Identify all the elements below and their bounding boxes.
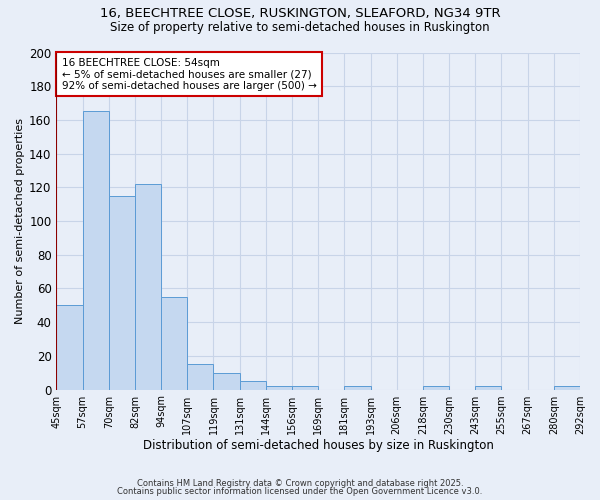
- Y-axis label: Number of semi-detached properties: Number of semi-detached properties: [15, 118, 25, 324]
- Bar: [214, 372, 239, 390]
- Text: Contains HM Land Registry data © Crown copyright and database right 2025.: Contains HM Land Registry data © Crown c…: [137, 478, 463, 488]
- Bar: [56, 306, 83, 390]
- Bar: [83, 112, 109, 390]
- Text: 16, BEECHTREE CLOSE, RUSKINGTON, SLEAFORD, NG34 9TR: 16, BEECHTREE CLOSE, RUSKINGTON, SLEAFOR…: [100, 8, 500, 20]
- Bar: [344, 386, 371, 390]
- Text: Size of property relative to semi-detached houses in Ruskington: Size of property relative to semi-detach…: [110, 21, 490, 34]
- Bar: [187, 364, 214, 390]
- Bar: [266, 386, 292, 390]
- Bar: [292, 386, 318, 390]
- Bar: [109, 196, 135, 390]
- Bar: [161, 297, 187, 390]
- Bar: [554, 386, 580, 390]
- Text: Contains public sector information licensed under the Open Government Licence v3: Contains public sector information licen…: [118, 487, 482, 496]
- Bar: [423, 386, 449, 390]
- Bar: [135, 184, 161, 390]
- Bar: [239, 381, 266, 390]
- X-axis label: Distribution of semi-detached houses by size in Ruskington: Distribution of semi-detached houses by …: [143, 440, 494, 452]
- Bar: [475, 386, 502, 390]
- Text: 16 BEECHTREE CLOSE: 54sqm
← 5% of semi-detached houses are smaller (27)
92% of s: 16 BEECHTREE CLOSE: 54sqm ← 5% of semi-d…: [62, 58, 317, 91]
